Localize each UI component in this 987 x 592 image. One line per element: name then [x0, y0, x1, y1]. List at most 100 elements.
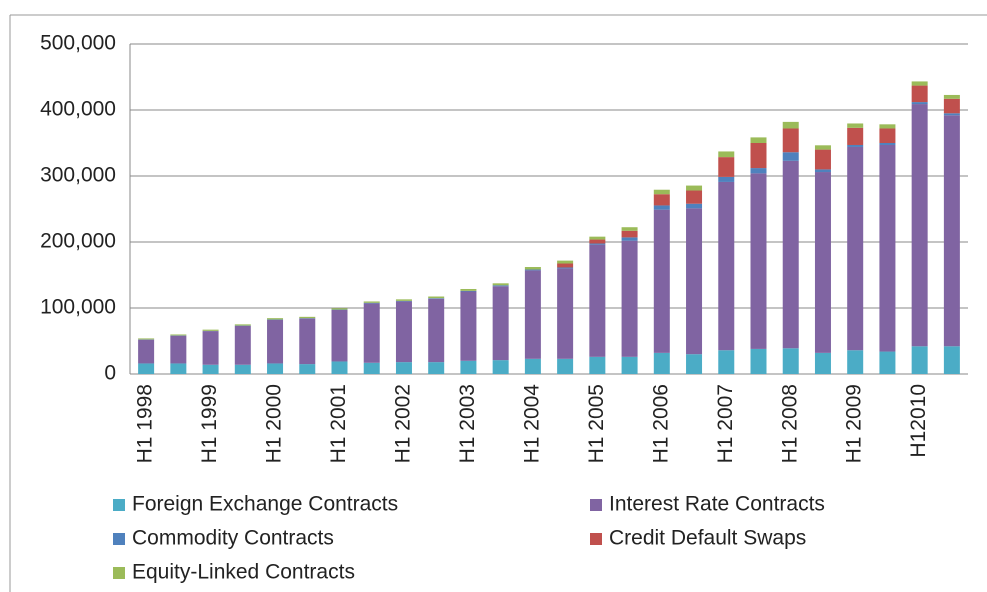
bar-segment [492, 286, 509, 361]
bar-segment [782, 121, 799, 129]
bar-segment [750, 173, 767, 349]
bar-segment [782, 160, 799, 349]
bar-segment [589, 356, 606, 374]
bar-segment [170, 334, 187, 336]
bar-segment [363, 301, 380, 303]
y-tick-label: 200,000 [40, 230, 116, 253]
bar-segment [299, 318, 316, 365]
x-tick-label: H1 2005 [585, 384, 608, 463]
bar-segment [234, 364, 251, 374]
bar-segment [524, 269, 541, 271]
legend-swatch [113, 567, 125, 579]
legend-swatch [590, 533, 602, 545]
legend-label: Foreign Exchange Contracts [132, 493, 398, 516]
bar-segment [492, 360, 509, 374]
bar-segment [653, 352, 670, 374]
y-tick-label: 300,000 [40, 164, 116, 187]
bar-segment [718, 176, 735, 182]
bar-segment [718, 350, 735, 374]
bar-segment [170, 335, 187, 364]
bar-segment [138, 339, 155, 364]
bar-segment [524, 267, 541, 270]
bar-segment [814, 149, 831, 170]
bar-segment [299, 364, 316, 374]
x-tick-label: H1 2003 [456, 384, 479, 463]
x-tick-label: H1 2001 [327, 384, 350, 463]
x-tick-label: H1 2006 [649, 384, 672, 463]
bar-segment [395, 299, 412, 301]
bar-segment [911, 81, 928, 86]
bar-segment [492, 285, 509, 287]
bar-segment [170, 363, 187, 374]
x-tick-label: H1 2008 [778, 384, 801, 463]
bar-segment [589, 236, 606, 240]
bar-segment [428, 296, 445, 299]
bar-segment [621, 240, 638, 357]
x-tick-label: H12010 [907, 384, 930, 458]
bar-segment [299, 316, 316, 319]
bar-segment [524, 270, 541, 359]
bar-segment [911, 346, 928, 374]
bar-segment [267, 363, 284, 374]
bar-segment [718, 157, 735, 177]
legend-swatch [590, 499, 602, 511]
bar-segment [718, 181, 735, 351]
bar-segment [847, 350, 864, 374]
x-tick-label: H1 2004 [520, 384, 543, 464]
bar-segment [621, 227, 638, 231]
bar-segment [879, 124, 896, 129]
bar-segment [686, 190, 703, 204]
bar-segment [686, 185, 703, 191]
bar-segment [814, 172, 831, 353]
bar-segment [943, 115, 960, 347]
bar-segment [782, 152, 799, 161]
bar-segment [428, 298, 445, 363]
bar-segment [460, 290, 477, 292]
bar-segment [943, 113, 960, 116]
bar-segment [589, 243, 606, 245]
y-tick-label: 500,000 [40, 32, 116, 55]
bar-segment [460, 288, 477, 291]
bar-segment [879, 351, 896, 374]
bar-segment [911, 85, 928, 103]
bar-segment [686, 208, 703, 355]
legend-swatch [113, 499, 125, 511]
legend-label: Commodity Contracts [132, 527, 334, 550]
bar-segment [621, 230, 638, 238]
bar-segment [847, 127, 864, 145]
bar-segment [847, 144, 864, 147]
bar-segment [557, 263, 574, 268]
bar-segment [460, 291, 477, 361]
bar-segment [202, 329, 219, 331]
x-tick-label: H1 2007 [714, 384, 737, 463]
bar-segment [653, 189, 670, 195]
bar-segment [847, 123, 864, 128]
bar-segment [750, 348, 767, 374]
bar-segment [943, 94, 960, 99]
legend-label: Credit Default Swaps [609, 527, 806, 550]
bar-segment [557, 358, 574, 374]
bar-segment [879, 144, 896, 352]
x-tick-label: H1 2000 [263, 384, 286, 463]
bar-segment [395, 301, 412, 363]
bar-segment [686, 203, 703, 209]
bar-segment [911, 104, 928, 347]
bar-segment [395, 362, 412, 374]
bar-segment [363, 303, 380, 363]
bar-segment [847, 146, 864, 351]
bar-segment [814, 145, 831, 150]
x-tick-label: H1 2009 [843, 384, 866, 463]
bar-segment [589, 239, 606, 244]
legend-label: Equity-Linked Contracts [132, 561, 355, 584]
bar-segment [911, 102, 928, 105]
bar-segment [686, 354, 703, 374]
bar-segment [331, 308, 348, 310]
bar-segment [879, 128, 896, 143]
legend-swatch [113, 533, 125, 545]
bar-segment [428, 298, 445, 299]
y-tick-label: 400,000 [40, 98, 116, 121]
bar-segment [202, 364, 219, 374]
bar-segment [363, 362, 380, 374]
bar-segment [557, 267, 574, 269]
bar-segment [331, 361, 348, 374]
